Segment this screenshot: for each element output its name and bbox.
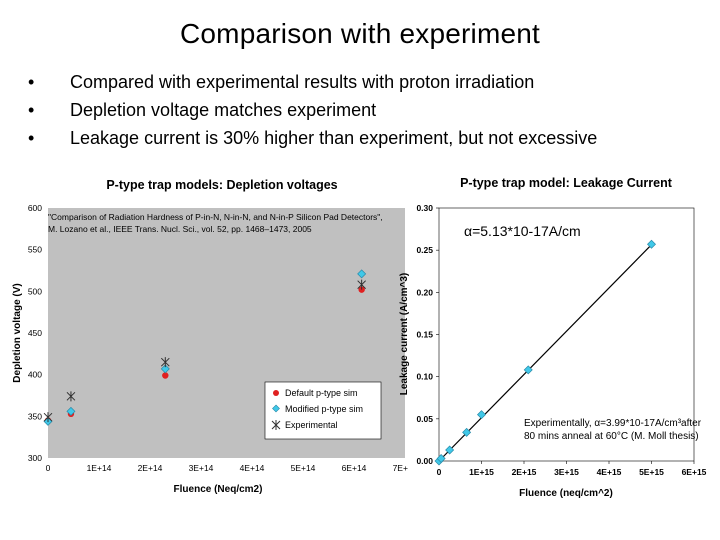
chart-title: P-type trap model: Leakage Current xyxy=(460,176,673,190)
legend-box xyxy=(264,381,382,440)
y-tick-label: 0.05 xyxy=(416,414,433,424)
experimental-point xyxy=(66,391,76,402)
y-tick-label: 350 xyxy=(28,411,42,421)
modified-sim-point xyxy=(66,406,76,416)
bullet-item: • Leakage current is 30% higher than expe… xyxy=(28,124,597,152)
y-tick-label: 0.00 xyxy=(416,456,433,466)
legend-marker-modified xyxy=(272,404,280,413)
x-tick-label: 5E+14 xyxy=(291,463,316,473)
y-tick-label: 600 xyxy=(28,203,42,213)
x-tick-label: 3E+15 xyxy=(554,467,579,477)
y-tick-label: 450 xyxy=(28,328,42,338)
legend-label: Experimental xyxy=(285,420,338,430)
x-tick-label: 0 xyxy=(437,467,442,477)
y-tick-label: 550 xyxy=(28,245,42,255)
default-sim-point xyxy=(358,286,365,293)
y-tick-label: 0.15 xyxy=(416,330,433,340)
x-axis-label: Fluence (neq/cm^2) xyxy=(519,488,613,499)
x-tick-label: 1E+15 xyxy=(469,467,494,477)
x-tick-label: 4E+15 xyxy=(597,467,622,477)
default-sim-point xyxy=(162,372,169,379)
legend-label: Default p-type sim xyxy=(285,388,358,398)
legend: Default p-type sim Modified p-type sim E… xyxy=(264,381,382,440)
citation-text: "Comparison of Radiation Hardness of P-i… xyxy=(48,212,383,234)
legend-label: Modified p-type sim xyxy=(285,404,363,414)
bullet-text: Compared with experimental results with … xyxy=(70,72,535,92)
y-tick-label: 0.30 xyxy=(416,203,433,213)
y-axis-label: Depletion voltage (V) xyxy=(12,283,23,382)
x-tick-label: 1E+14 xyxy=(87,463,112,473)
legend-marker-experimental xyxy=(271,420,281,430)
experimental-point xyxy=(43,412,53,423)
x-tick-label: 7E+14 xyxy=(393,463,408,473)
y-tick-label: 0.25 xyxy=(416,245,433,255)
bullet-text: Depletion voltage matches experiment xyxy=(70,100,377,120)
legend-marker-default xyxy=(273,390,279,396)
bullet-item: • Depletion voltage matches experiment xyxy=(28,96,597,124)
experimental-point xyxy=(160,357,170,368)
bullet-dot: • xyxy=(28,72,35,92)
experiment-annotation-text: Experimentally, α=3.99*10-17A/cm³after 8… xyxy=(524,418,702,442)
bullet-dot: • xyxy=(28,128,35,148)
x-axis-label: Fluence (Neq/cm2) xyxy=(174,484,263,495)
x-tick-label: 6E+14 xyxy=(342,463,367,473)
leakage-point xyxy=(523,365,533,375)
leakage-point xyxy=(462,427,472,437)
leakage-current-chart: P-type trap model: Leakage Current 0.00 0… xyxy=(399,176,707,499)
x-tick-label: 3E+14 xyxy=(189,463,214,473)
experimental-point xyxy=(357,279,367,290)
modified-sim-point xyxy=(160,364,170,374)
leakage-point xyxy=(647,239,656,249)
depletion-voltage-chart: P-type trap models: Depletion voltages 3… xyxy=(8,172,408,502)
leakage-point xyxy=(436,453,446,463)
y-tick-label: 400 xyxy=(28,370,42,380)
modified-sim-point xyxy=(357,269,367,279)
y-tick-label: 300 xyxy=(28,453,42,463)
x-tick-label: 2E+15 xyxy=(512,467,537,477)
x-tick-label: 0 xyxy=(46,463,51,473)
bullet-list: • Compared with experimental results with… xyxy=(28,68,597,152)
bullet-text: Leakage current is 30% higher than exper… xyxy=(70,128,598,148)
y-tick-label: 500 xyxy=(28,286,42,296)
chart-title: P-type trap models: Depletion voltages xyxy=(106,178,337,192)
bullet-item: • Compared with experimental results with… xyxy=(28,68,597,96)
x-tick-label: 6E+15 xyxy=(682,467,707,477)
x-tick-label: 4E+14 xyxy=(240,463,265,473)
y-tick-label: 0.10 xyxy=(416,372,433,382)
alpha-annotation: α=5.13*10-17A/cm xyxy=(464,223,581,239)
leakage-point xyxy=(477,410,486,420)
slide-title: Comparison with experiment xyxy=(179,18,540,49)
y-tick-label: 0.20 xyxy=(416,287,433,297)
x-tick-label: 2E+14 xyxy=(138,463,163,473)
bullet-dot: • xyxy=(28,100,35,120)
fit-line xyxy=(438,244,652,462)
leakage-point xyxy=(445,445,455,455)
experiment-annotation: Experimentally, α=3.99*10-17A/cm³after 8… xyxy=(524,418,702,442)
y-axis-label: Leakage current (A/cm^3) xyxy=(399,273,410,396)
x-tick-label: 5E+15 xyxy=(639,467,664,477)
citation-annotation: "Comparison of Radiation Hardness of P-i… xyxy=(48,212,383,234)
